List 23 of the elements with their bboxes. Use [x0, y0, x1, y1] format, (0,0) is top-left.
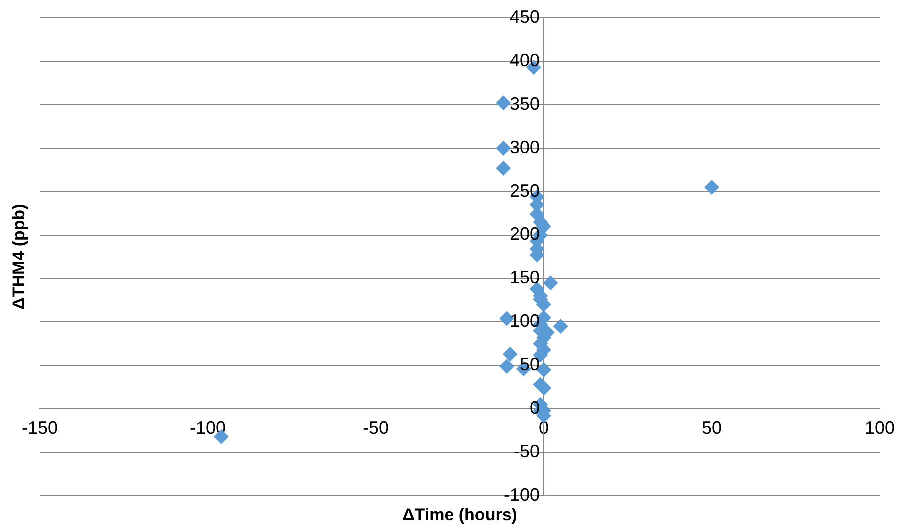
- x-tick-label: -50: [362, 418, 390, 438]
- point: [496, 160, 512, 176]
- point: [543, 276, 558, 291]
- x-axis-title: ΔTime (hours): [402, 506, 518, 525]
- x-tick-label: -150: [22, 418, 58, 438]
- y-tick-label: 400: [510, 50, 540, 70]
- y-tick-label: 250: [510, 180, 540, 201]
- point: [496, 140, 512, 156]
- y-tick-label: 300: [510, 137, 540, 158]
- point: [502, 346, 518, 362]
- x-tick-label: 100: [864, 418, 896, 438]
- x-tick-label: 50: [702, 418, 722, 438]
- y-tick-label: -50: [514, 442, 540, 462]
- point: [496, 96, 512, 111]
- y-tick-label: -100: [504, 484, 540, 505]
- point: [553, 319, 568, 334]
- y-tick-label: 350: [510, 94, 540, 114]
- y-axis-title: ΔTHM4 (ppb): [10, 204, 29, 310]
- y-tick-label: 450: [510, 6, 540, 27]
- y-tick-label: 150: [510, 268, 540, 288]
- point: [704, 180, 720, 195]
- point: [500, 359, 515, 374]
- point: [536, 380, 552, 396]
